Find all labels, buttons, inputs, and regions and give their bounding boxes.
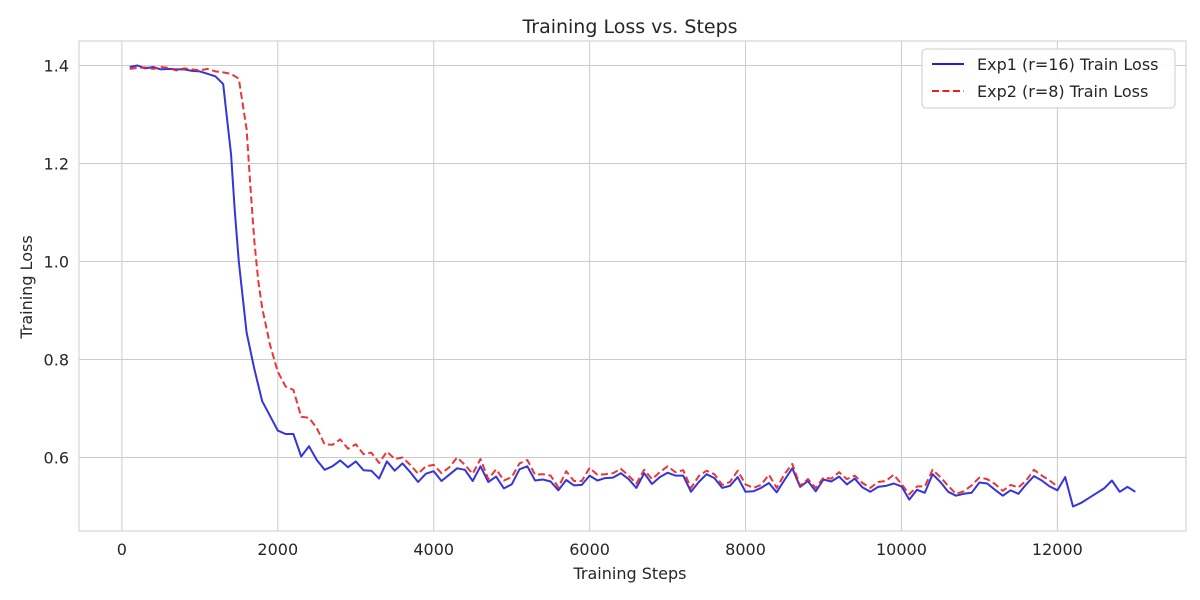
x-tick-label: 10000 <box>876 540 927 559</box>
y-tick-label: 1.0 <box>44 253 69 272</box>
x-tick-label: 0 <box>117 540 127 559</box>
legend-label-exp2: Exp2 (r=8) Train Loss <box>977 82 1148 101</box>
x-tick-label: 12000 <box>1032 540 1083 559</box>
legend-label-exp1: Exp1 (r=16) Train Loss <box>977 55 1158 74</box>
y-tick-label: 0.8 <box>44 351 69 370</box>
legend: Exp1 (r=16) Train Loss Exp2 (r=8) Train … <box>921 48 1176 109</box>
x-axis-label: Training Steps <box>573 564 687 583</box>
x-tick-label: 8000 <box>725 540 766 559</box>
x-tick-labels: 0 2000 4000 6000 8000 10000 12000 <box>117 540 1083 559</box>
x-tick-label: 2000 <box>257 540 298 559</box>
legend-box <box>921 48 1176 109</box>
y-axis-label: Training Loss <box>17 235 36 339</box>
chart-title: Training Loss vs. Steps <box>521 16 737 38</box>
plot-frame <box>78 40 1187 532</box>
grid <box>79 41 1186 531</box>
series-line-exp1 <box>129 64 1136 508</box>
y-tick-labels: 0.6 0.8 1.0 1.2 1.4 <box>44 57 69 468</box>
x-tick-label: 4000 <box>413 540 454 559</box>
y-tick-label: 1.4 <box>44 57 69 76</box>
y-tick-label: 0.6 <box>44 449 69 468</box>
x-tick-label: 6000 <box>569 540 610 559</box>
plot-area <box>79 41 1186 531</box>
series-layer <box>129 64 1136 508</box>
y-tick-label: 1.2 <box>44 155 69 174</box>
